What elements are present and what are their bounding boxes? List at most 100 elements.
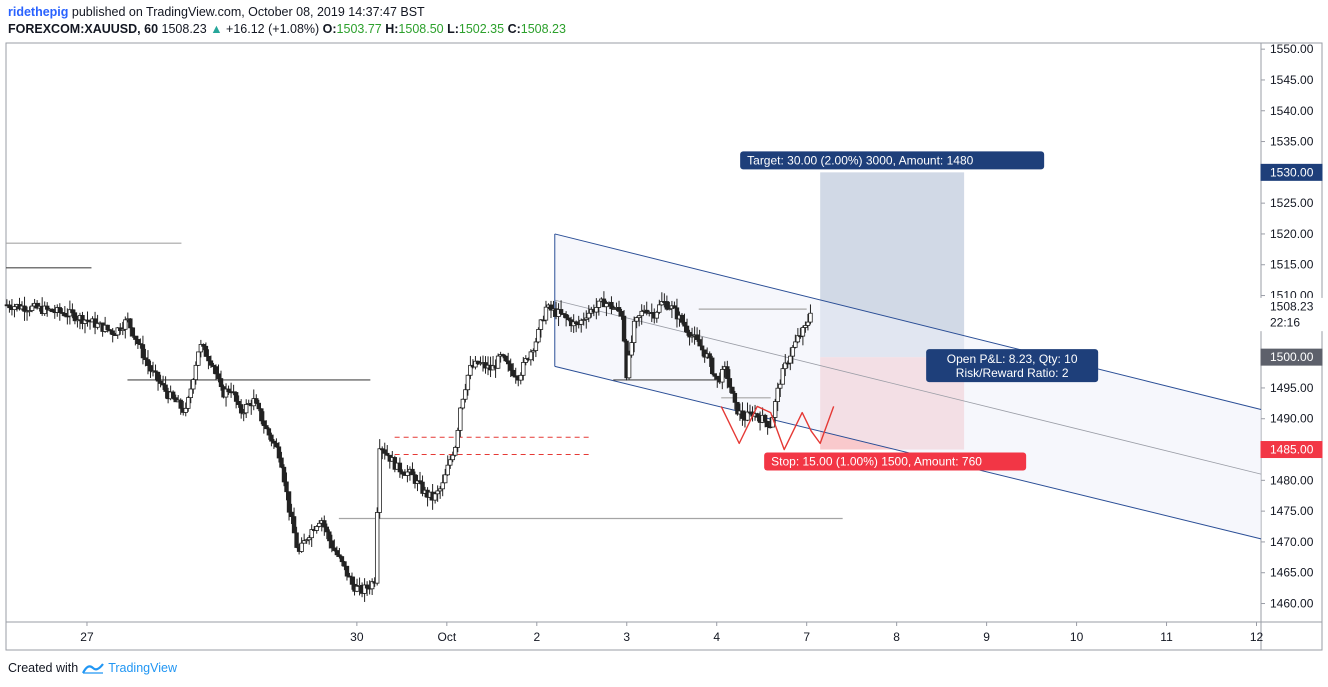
candle-body xyxy=(130,327,136,337)
candle-body xyxy=(740,410,745,419)
candle-body xyxy=(543,306,549,321)
candle-body xyxy=(697,339,702,347)
candle-body xyxy=(778,383,783,389)
candle-body xyxy=(269,434,274,442)
candle-body xyxy=(75,319,80,322)
candle-body xyxy=(294,532,299,548)
candle-body xyxy=(712,373,717,377)
y-tick-label: 1465.00 xyxy=(1270,566,1314,580)
candle-body xyxy=(636,315,642,319)
candle-body xyxy=(715,375,720,380)
candle-body xyxy=(500,354,506,357)
candle-body xyxy=(193,364,199,381)
candle-body xyxy=(437,488,443,492)
target-label: Target: 30.00 (2.00%) 3000, Amount: 1480 xyxy=(747,153,973,167)
candle-body xyxy=(191,379,196,390)
up-arrow-icon: ▲ xyxy=(210,22,223,36)
candle-body xyxy=(183,407,188,413)
candle-body xyxy=(586,312,591,319)
candle-body xyxy=(440,482,445,490)
candle-body xyxy=(795,335,801,343)
candle-body xyxy=(299,542,304,552)
x-tick-label: 27 xyxy=(80,630,94,644)
candle-body xyxy=(584,317,589,320)
candle-body xyxy=(72,312,78,322)
created-with-text: Created with xyxy=(8,661,79,675)
candle-body xyxy=(511,369,516,377)
y-tick-label: 1495.00 xyxy=(1270,381,1314,395)
candle-body xyxy=(201,344,206,347)
candle-body xyxy=(95,323,100,328)
y-tick-label: 1525.00 xyxy=(1270,196,1314,210)
y-tick-label: 1490.00 xyxy=(1270,412,1314,426)
candle-body xyxy=(107,329,113,332)
author-name[interactable]: ridethepig xyxy=(8,5,69,19)
candle-body xyxy=(626,354,632,379)
candle-body xyxy=(29,305,35,311)
candle-body xyxy=(271,440,277,444)
candle-body xyxy=(208,360,214,366)
candle-body xyxy=(455,429,460,448)
candle-body xyxy=(762,414,768,422)
candle-body xyxy=(601,298,607,308)
candle-body xyxy=(80,315,85,324)
candle-body xyxy=(259,408,264,422)
candle-body xyxy=(34,302,40,309)
candle-body xyxy=(82,319,88,324)
candle-body xyxy=(397,462,403,473)
price-tag-text: 1508.23 xyxy=(1270,299,1314,313)
plot-border xyxy=(5,42,1323,651)
symbol-label[interactable]: FOREXCOM:XAUUSD, 60 xyxy=(8,22,159,36)
y-tick-label: 1480.00 xyxy=(1270,473,1314,487)
candle-body xyxy=(322,520,327,528)
pattern-curve xyxy=(720,405,835,451)
candle-body xyxy=(233,392,239,402)
candle-body xyxy=(369,581,375,590)
candle-body xyxy=(314,526,319,531)
candle-body xyxy=(286,491,292,513)
candle-body xyxy=(301,540,307,544)
candle-body xyxy=(115,327,120,336)
price-tag xyxy=(1260,163,1323,181)
candle-body xyxy=(12,306,17,311)
candle-body xyxy=(216,373,221,379)
x-tick-label: 9 xyxy=(983,630,990,644)
candle-body xyxy=(158,380,163,384)
candle-body xyxy=(145,359,151,366)
candle-body xyxy=(244,404,249,414)
candle-body xyxy=(123,319,128,330)
candle-body xyxy=(400,471,405,475)
candle-body xyxy=(523,358,529,363)
price-tag-text: 1500.00 xyxy=(1270,350,1314,364)
candle-body xyxy=(45,305,50,310)
candle-body xyxy=(306,537,312,541)
candle-body xyxy=(609,301,614,310)
candle-body xyxy=(563,314,569,319)
candle-body xyxy=(138,343,143,346)
channel-median-line xyxy=(554,299,1262,475)
candle-body xyxy=(694,334,700,340)
open-value: 1503.77 xyxy=(336,22,382,36)
x-tick-label: 2 xyxy=(533,630,540,644)
candle-body xyxy=(531,350,536,353)
candle-body xyxy=(264,425,269,430)
candle-body xyxy=(783,362,788,370)
candle-body xyxy=(458,407,463,431)
tradingview-brand[interactable]: TradingView xyxy=(108,661,177,675)
close-value: 1508.23 xyxy=(520,22,566,36)
candle-body xyxy=(631,320,637,343)
candle-body xyxy=(120,328,125,332)
candle-body xyxy=(727,378,733,388)
candle-body xyxy=(405,471,410,476)
candle-body xyxy=(674,307,680,320)
candle-body xyxy=(327,531,332,542)
candle-body xyxy=(135,339,141,345)
close-label: C: xyxy=(507,22,521,36)
chart-header: ridethepig published on TradingView.com,… xyxy=(8,4,566,38)
y-tick-label: 1540.00 xyxy=(1270,104,1314,118)
candle-body xyxy=(140,344,146,359)
candle-body xyxy=(196,351,201,366)
candle-body xyxy=(725,366,730,379)
pl-line-2: Risk/Reward Ratio: 2 xyxy=(956,366,1069,380)
